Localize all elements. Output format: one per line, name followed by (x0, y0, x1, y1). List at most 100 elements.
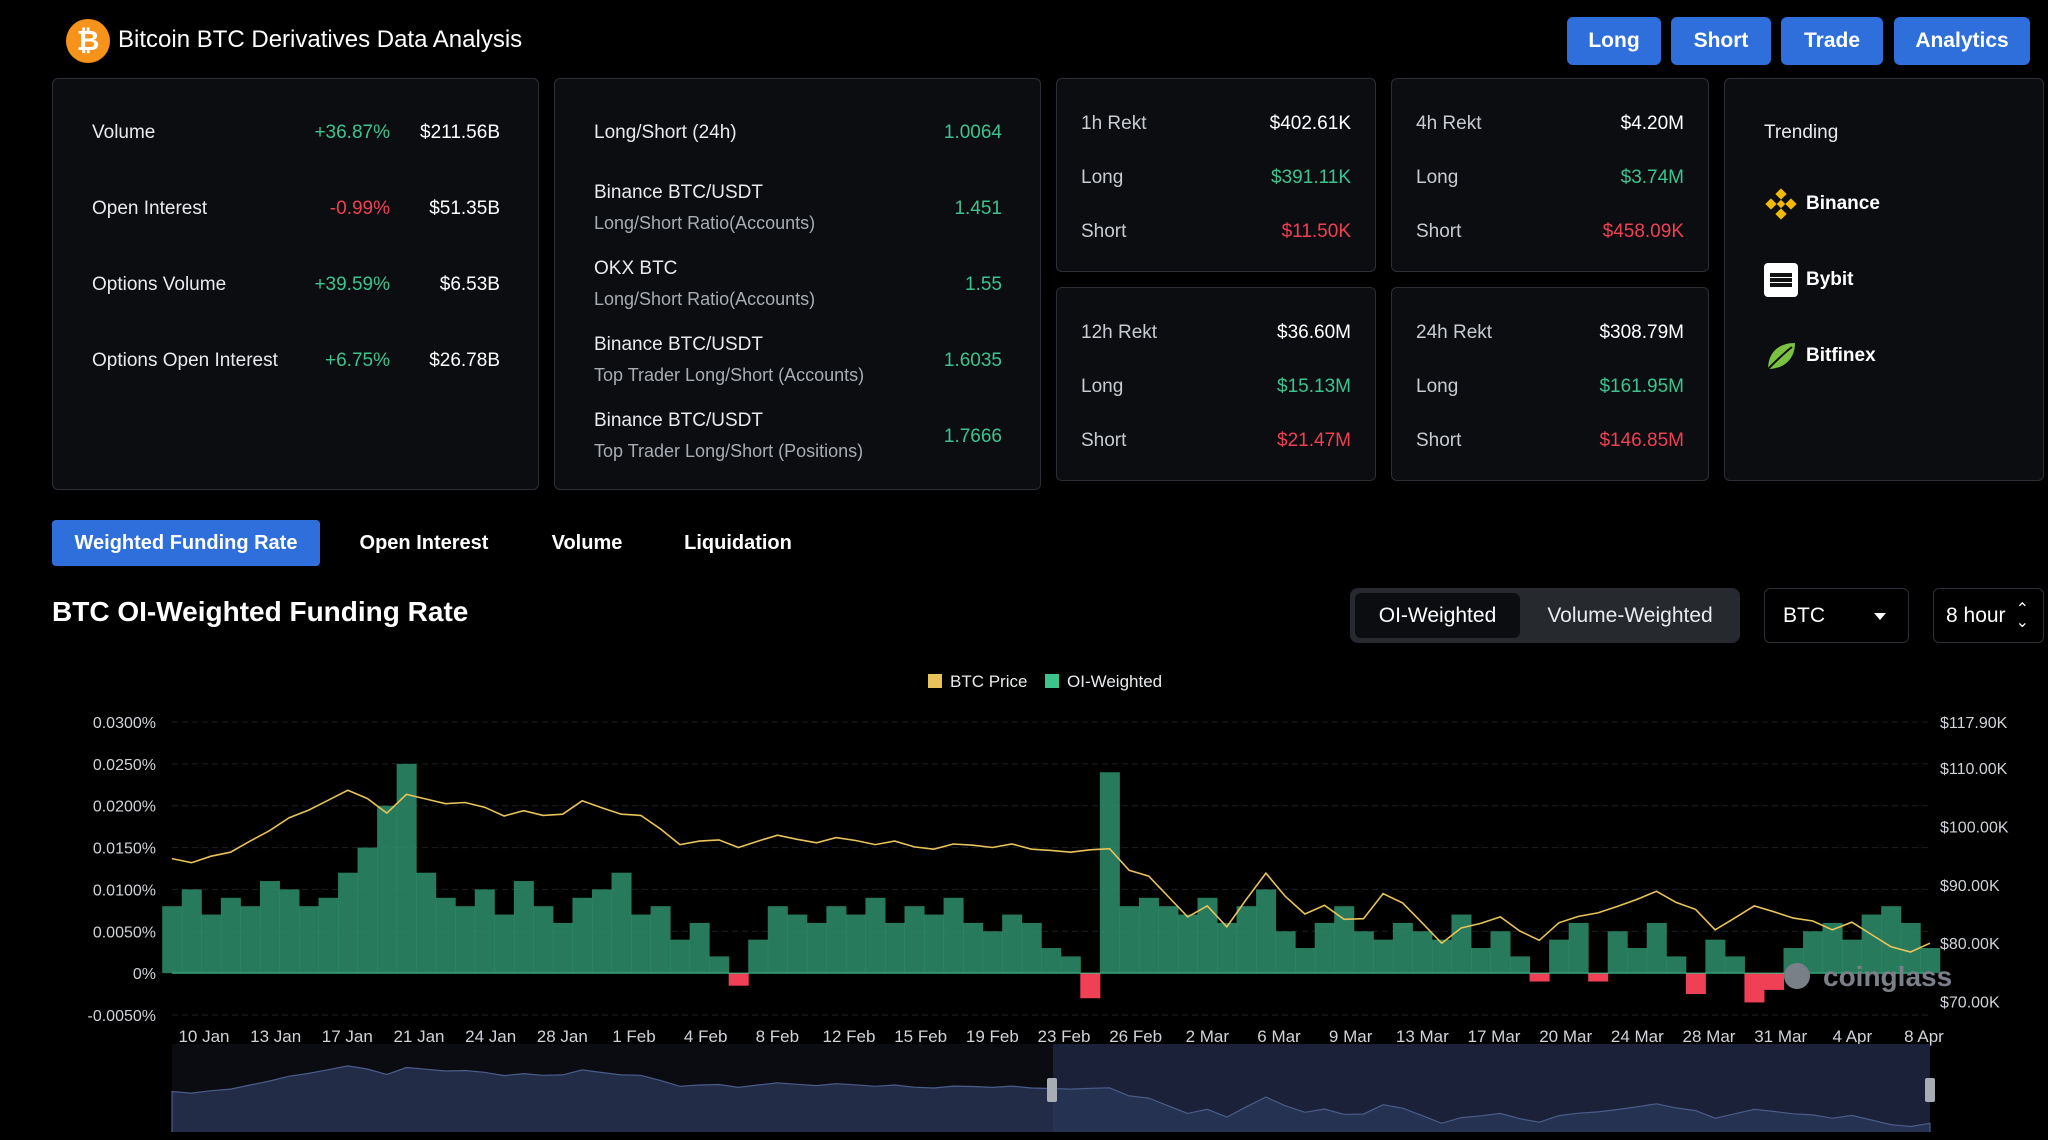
tab-weighted-funding-rate[interactable]: Weighted Funding Rate (52, 520, 320, 566)
x-tick-label: 17 Mar (1468, 1027, 1521, 1046)
funding-rate-bar (162, 906, 183, 974)
rekt-long-value: $391.11K (1271, 167, 1351, 188)
coinglass-watermark: coinglass (1823, 961, 1952, 992)
y-right-tick-label: $100.00K (1940, 819, 2009, 836)
rekt-short-value: $21.47M (1277, 430, 1351, 451)
x-tick-label: 10 Jan (178, 1027, 229, 1046)
ratio-value: 1.0064 (943, 122, 1002, 143)
funding-rate-bar (631, 914, 652, 974)
market-change: -0.99% (329, 198, 390, 219)
y-right-tick-label: $110.00K (1940, 761, 2008, 778)
volume-weighted-option[interactable]: Volume-Weighted (1547, 603, 1713, 627)
funding-rate-bar (1099, 772, 1120, 974)
range-navigator-selection (1053, 1044, 1930, 1132)
y-left-tick-label: 0.0250% (93, 757, 156, 774)
trade-button[interactable]: Trade (1781, 17, 1883, 65)
chart-legend: BTC Price OI-Weighted (928, 672, 1162, 691)
long-button[interactable]: Long (1567, 17, 1661, 65)
oi-weighted-option[interactable]: OI-Weighted (1355, 593, 1520, 638)
funding-rate-bar (1353, 931, 1374, 974)
navigator-left-handle (1047, 1078, 1057, 1102)
rekt-short-label: Short (1081, 430, 1127, 451)
funding-rate-bar (1236, 906, 1257, 974)
ratio-value: 1.7666 (943, 426, 1002, 447)
chart-title: BTC OI-Weighted Funding Rate (52, 596, 469, 627)
tab-volume[interactable]: Volume (551, 531, 623, 554)
x-tick-label: 1 Feb (612, 1027, 655, 1046)
funding-rate-bar (1431, 939, 1452, 974)
weighting-toggle: OI-Weighted Volume-Weighted (1350, 588, 1740, 643)
funding-rate-bar (1783, 948, 1804, 974)
long-short-ratio-card: Long/Short (24h) 1.0064 Binance BTC/USDT… (554, 78, 1041, 490)
trending-item-label: Bybit (1806, 269, 1854, 290)
x-tick-label: 2 Mar (1186, 1027, 1230, 1046)
funding-rate-bar (1451, 914, 1472, 974)
tab-liquidation[interactable]: Liquidation (684, 531, 792, 554)
x-tick-label: 13 Jan (250, 1027, 301, 1046)
trending-item-bitfinex[interactable]: Bitfinex (1764, 339, 2014, 373)
market-value: $211.56B (420, 122, 500, 143)
funding-rate-bar (1138, 897, 1159, 974)
legend-swatch-oi (1045, 674, 1059, 688)
funding-rate-bar (338, 872, 359, 974)
trending-item-label: Binance (1806, 193, 1880, 214)
y-right-tick-label: $90.00K (1940, 878, 2000, 895)
y-left-tick-label: -0.0050% (88, 1008, 157, 1025)
funding-rate-bar (1392, 922, 1413, 974)
rekt-card-4h: 4h Rekt $4.20M Long $3.74M Short $458.09… (1391, 78, 1709, 272)
rekt-title: 4h Rekt (1416, 113, 1482, 134)
funding-rate-bar (963, 922, 984, 974)
market-change: +36.87% (314, 122, 390, 143)
funding-rate-bar (1588, 973, 1609, 982)
funding-rate-bar (1529, 973, 1550, 982)
ratio-value: 1.55 (965, 274, 1002, 295)
funding-rate-bar (1861, 914, 1882, 974)
x-tick-label: 13 Mar (1396, 1027, 1449, 1046)
funding-rate-bar (1920, 948, 1941, 974)
tab-open-interest[interactable]: Open Interest (359, 531, 489, 554)
coin-select[interactable]: BTC (1764, 588, 1909, 643)
funding-rate-bar (1568, 922, 1589, 974)
funding-rate-bar (1295, 948, 1316, 974)
funding-rate-bar (552, 922, 573, 974)
x-tick-label: 8 Apr (1904, 1027, 1944, 1046)
funding-rate-bar (806, 922, 827, 974)
interval-select-value: 8 hour (1946, 603, 2006, 627)
funding-rate-bar (279, 889, 300, 974)
legend-label-price: BTC Price (950, 672, 1027, 691)
trending-item-binance[interactable]: Binance (1764, 187, 2014, 221)
funding-rate-bar (377, 805, 398, 974)
funding-rate-bar (455, 906, 476, 974)
funding-rate-bar (1412, 931, 1433, 974)
funding-rate-bar (1510, 956, 1531, 974)
x-tick-label: 28 Mar (1683, 1027, 1736, 1046)
rekt-card-1h: 1h Rekt $402.61K Long $391.11K Short $11… (1056, 78, 1376, 272)
short-button[interactable]: Short (1671, 17, 1771, 65)
funding-rate-bar (1334, 906, 1355, 974)
x-tick-label: 24 Mar (1611, 1027, 1664, 1046)
funding-rate-bar (865, 897, 886, 974)
x-tick-label: 4 Apr (1832, 1027, 1872, 1046)
navigator-line (171, 1065, 1931, 1132)
funding-rate-bar (1685, 973, 1706, 995)
trending-item-bybit[interactable]: Bybit (1764, 263, 2014, 297)
rekt-total: $36.60M (1277, 322, 1351, 343)
coin-select-value: BTC (1783, 603, 1825, 627)
page-title: Bitcoin BTC Derivatives Data Analysis (118, 26, 523, 53)
funding-rate-bar (1900, 922, 1921, 974)
bitfinex-icon (1767, 343, 1795, 370)
funding-rate-bar (513, 881, 534, 974)
x-tick-label: 4 Feb (684, 1027, 727, 1046)
y-left-tick-label: 0.0300% (93, 715, 156, 732)
interval-select[interactable]: 8 hour ⌃ ⌄ (1933, 588, 2044, 643)
funding-rate-bar (1842, 939, 1863, 974)
funding-rate-bar (1060, 956, 1081, 974)
analytics-button[interactable]: Analytics (1894, 17, 2030, 65)
trending-item-label: Bitfinex (1806, 345, 1876, 366)
x-tick-label: 8 Feb (756, 1027, 799, 1046)
ratio-label: OKX BTC (594, 258, 678, 279)
funding-rate-bar (1314, 922, 1335, 974)
y-left-tick-label: 0% (133, 966, 156, 983)
market-label: Options Volume (92, 274, 227, 295)
funding-rate-bar (318, 897, 339, 974)
